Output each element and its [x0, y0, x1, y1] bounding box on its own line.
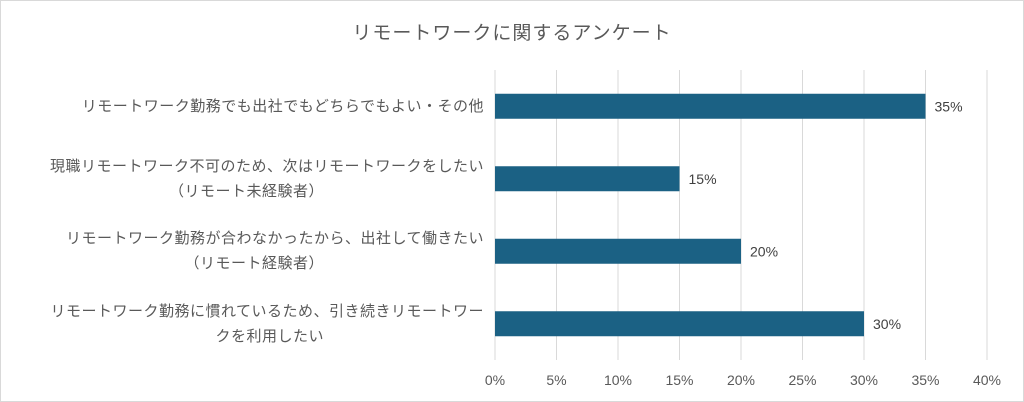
x-tick-label: 20%	[727, 372, 755, 388]
x-tick-label: 15%	[665, 372, 693, 388]
bar	[495, 93, 926, 119]
data-label: 35%	[935, 98, 963, 114]
x-tick-label: 10%	[604, 372, 632, 388]
category-label-line: クを利用したい	[215, 326, 324, 345]
x-tick-label: 35%	[911, 372, 939, 388]
category-label-line: リモートワーク勤務が合わなかったから、出社して働きたい	[65, 229, 484, 248]
bar	[495, 166, 680, 192]
data-label: 20%	[750, 243, 778, 259]
data-label: 30%	[873, 316, 901, 332]
bar	[495, 311, 864, 337]
category-label-line: （リモート未経験者）	[168, 181, 324, 200]
category-label: リモートワーク勤務が合わなかったから、出社して働きたい （リモート経験者）	[66, 226, 484, 276]
chart-title: リモートワークに関するアンケート	[352, 22, 672, 44]
x-tick-label: 40%	[973, 372, 1001, 388]
x-tick-label: 30%	[850, 372, 878, 388]
bar	[495, 238, 741, 264]
category-label-line: （リモート経験者）	[184, 254, 324, 273]
category-label: リモートワーク勤務に慣れているため、引き続きリモートワー クを利用したい	[50, 299, 484, 349]
category-label: リモートワーク勤務でも出社でもどちらでもよい・その他	[82, 94, 484, 119]
category-label: 現職リモートワーク不可のため、次はリモートワークをしたい （リモート未経験者）	[50, 154, 484, 204]
x-tick-label: 25%	[788, 372, 816, 388]
category-label-line: リモートワーク勤務でも出社でもどちらでもよい・その他	[81, 96, 484, 115]
category-label-line: リモートワーク勤務に慣れているため、引き続きリモートワー	[50, 301, 484, 320]
x-tick-label: 5%	[546, 372, 566, 388]
data-label: 15%	[689, 171, 717, 187]
x-tick-label: 0%	[485, 372, 505, 388]
category-label-line: 現職リモートワーク不可のため、次はリモートワークをしたい	[49, 156, 484, 175]
